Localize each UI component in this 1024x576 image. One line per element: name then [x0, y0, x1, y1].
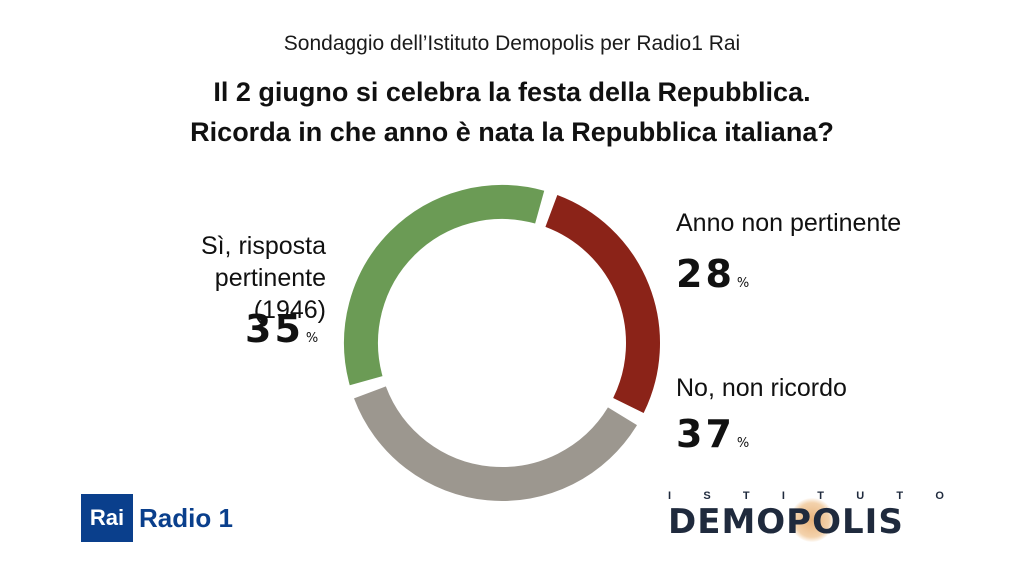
slice-value-no: 37%	[676, 412, 749, 456]
demopolis-logo: I S T I T U T O DEMOPOLIS	[668, 490, 944, 546]
slice-value-yes-unit: %	[305, 331, 319, 346]
radio1-logo-text: Radio 1	[139, 502, 233, 533]
demopolis-top-letter: O	[935, 490, 944, 502]
slice-value-no-unit: %	[736, 436, 750, 451]
slice-yes	[344, 185, 545, 386]
demopolis-top-letter: T	[742, 490, 750, 502]
title-line-1: Il 2 giugno si celebra la festa della Re…	[213, 77, 811, 107]
demopolis-top-letter: U	[856, 490, 865, 502]
slice-value-wrong: 28%	[676, 252, 749, 296]
slice-value-no-number: 37	[676, 412, 735, 456]
demopolis-top-letter: I	[781, 490, 785, 502]
slice-value-wrong-number: 28	[676, 252, 735, 296]
slice-value-yes: 35%	[245, 307, 318, 351]
demopolis-top-letter: I	[668, 490, 672, 502]
slice-label-yes-line2: (1946)	[253, 296, 326, 324]
demopolis-logo-main: DEMOPOLIS	[668, 502, 904, 542]
slice-label-no: No, non ricordo	[676, 374, 847, 402]
rai-radio1-logo: Rai Radio 1	[81, 494, 233, 542]
chart-title: Il 2 giugno si celebra la festa della Re…	[0, 72, 1024, 152]
slice-label-yes-line1: Sì, risposta pertinente	[200, 232, 326, 292]
demopolis-top-letter: T	[817, 490, 824, 502]
demopolis-top-letter: S	[703, 490, 711, 502]
slice-value-yes-number: 35	[245, 307, 304, 351]
demopolis-logo-top: I S T I T U T O	[668, 490, 944, 502]
slice-label-yes: Sì, risposta pertinente (1946)	[200, 230, 326, 326]
slice-value-wrong-unit: %	[736, 276, 750, 291]
rai-logo-box: Rai	[81, 494, 133, 542]
slice-wrong	[545, 195, 660, 413]
slice-no	[354, 386, 637, 501]
title-line-2: Ricorda in che anno è nata la Repubblica…	[190, 117, 834, 147]
demopolis-sun-icon	[790, 498, 834, 542]
chart-subtitle: Sondaggio dell’Istituto Demopolis per Ra…	[283, 32, 741, 55]
demopolis-top-letter: T	[896, 490, 904, 502]
slice-label-wrong: Anno non pertinente	[676, 209, 902, 237]
